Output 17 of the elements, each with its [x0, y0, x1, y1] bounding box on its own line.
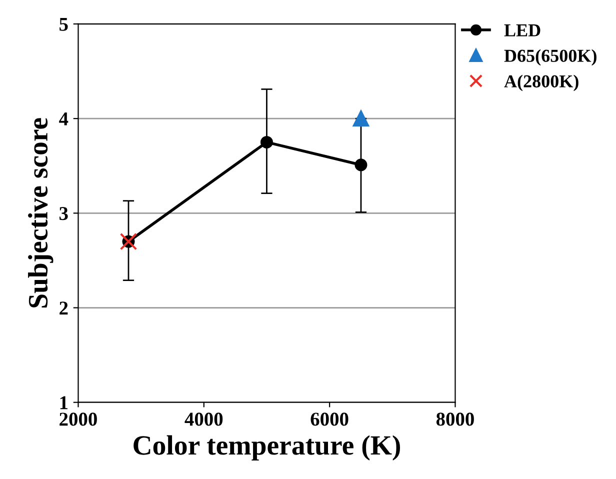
- point: [354, 158, 368, 172]
- y-tick-label: 3: [60, 207, 68, 220]
- y-tick-label: 4: [59, 112, 68, 126]
- y-axis-title: Subjective score: [28, 118, 54, 308]
- y-tick-label: 2: [60, 302, 68, 315]
- y-tick-label: 5: [60, 18, 68, 31]
- x-tick-label: 4000: [184, 412, 223, 426]
- x-tick-label: 2000: [60, 412, 97, 426]
- point: [260, 136, 273, 148]
- legend-label: D65(6500K): [504, 49, 596, 66]
- x-tick-label: 6000: [310, 412, 348, 426]
- x-axis-title: Color temperature (K): [134, 435, 400, 460]
- legend-label: A(2800K): [504, 74, 578, 92]
- legend-label: LED: [504, 24, 540, 36]
- point: [352, 110, 369, 127]
- y-tick-label: 1: [60, 396, 68, 410]
- x-tick-label: 8000: [436, 412, 474, 426]
